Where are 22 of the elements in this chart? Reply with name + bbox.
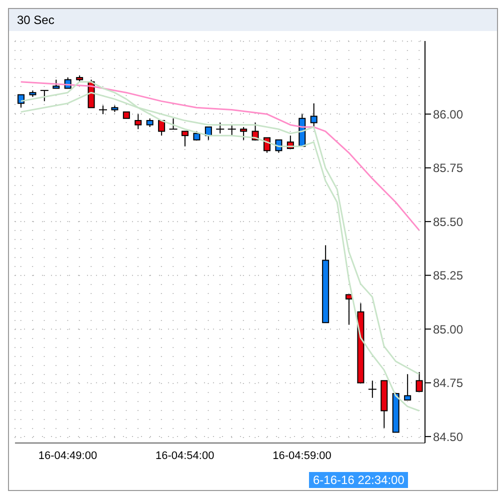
candlestick xyxy=(404,374,412,401)
candlestick xyxy=(182,130,188,147)
y-tick-label: 86.00 xyxy=(433,107,464,122)
y-tick-label: 84.75 xyxy=(433,376,464,390)
x-tick-label: 16-04:54:00 xyxy=(156,450,214,462)
y-tick-label: 85.00 xyxy=(433,322,464,336)
x-tick-label: 16-04:59:00 xyxy=(272,450,332,462)
text: 6-16-16 22:34:00 xyxy=(309,472,408,488)
x-tick-label: 16-04:49:00 xyxy=(38,450,98,462)
y-tick-label: 85.50 xyxy=(433,214,464,229)
y-tick-label: 85.25 xyxy=(433,268,464,283)
candlestick xyxy=(346,294,352,326)
candlestick xyxy=(310,102,318,128)
y-tick-label: 84.50 xyxy=(433,430,464,444)
candlestick xyxy=(264,137,270,154)
y-tick-label: 85.75 xyxy=(433,161,464,176)
line-series xyxy=(20,81,420,231)
chart-title: 30 Sec xyxy=(9,9,497,31)
candlestick xyxy=(158,120,166,136)
candlestick xyxy=(18,94,24,108)
candlestick xyxy=(240,126,248,140)
candlestick xyxy=(134,114,142,130)
